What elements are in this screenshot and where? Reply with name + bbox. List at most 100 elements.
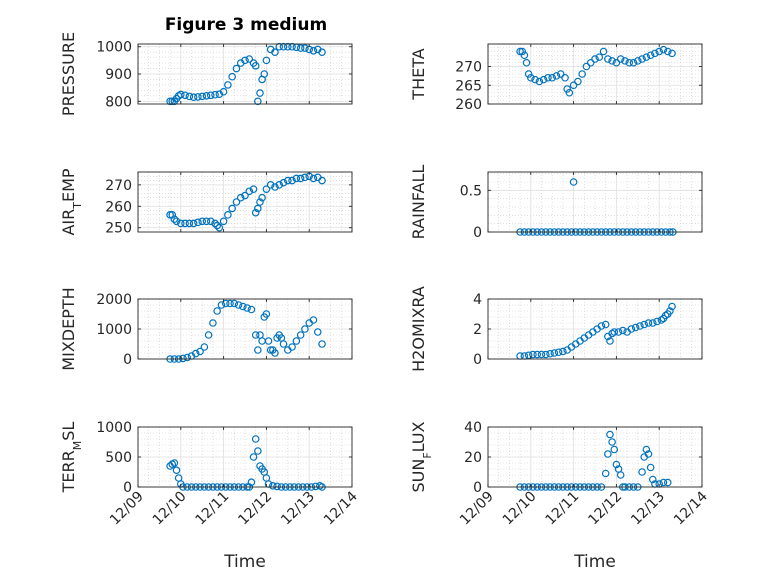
- data-point: [296, 331, 305, 339]
- y-tick-label: 0: [123, 480, 132, 496]
- y-tick-label: 250: [105, 221, 132, 237]
- data-point: [621, 57, 629, 65]
- data-point: [663, 47, 672, 56]
- data-point: [663, 478, 672, 487]
- data-point: [275, 42, 284, 51]
- data-point: [221, 299, 230, 308]
- data-point: [209, 319, 217, 327]
- y-tick-label: 20: [464, 450, 482, 466]
- data-point: [318, 48, 326, 56]
- data-point: [279, 178, 288, 187]
- y-tick-label: 0: [473, 480, 482, 496]
- data-point: [168, 211, 177, 219]
- x-tick-label: 12/11: [193, 489, 233, 529]
- data-point: [556, 70, 565, 78]
- data-point: [546, 349, 554, 358]
- data-point: [254, 97, 262, 106]
- data-point: [228, 72, 236, 81]
- data-point: [292, 174, 301, 183]
- data-point: [608, 438, 616, 446]
- subplot-mixdepth: 0 1000 2000 MIXDEPTH: [59, 287, 353, 371]
- data-point: [251, 208, 260, 217]
- data-point: [271, 48, 279, 56]
- data-point: [616, 55, 625, 63]
- data-point: [243, 304, 251, 312]
- data-point: [526, 73, 535, 82]
- data-point: [619, 326, 627, 335]
- axes-box: [487, 43, 703, 105]
- data-point: [661, 311, 670, 320]
- y-axis-label: TERRMSL: [59, 422, 84, 494]
- data-point: [166, 97, 174, 106]
- data-point: [279, 42, 288, 51]
- data-point: [524, 70, 533, 78]
- y-tick-label: 0: [473, 225, 482, 241]
- subplot-air_temp: 250 260 270 AIRTEMP: [59, 168, 353, 237]
- data-point: [610, 328, 619, 336]
- data-point: [251, 62, 260, 70]
- data-point: [554, 348, 563, 357]
- data-point: [189, 93, 198, 101]
- y-tick-label: 270: [455, 60, 482, 76]
- data-point: [616, 471, 625, 479]
- data-point: [254, 346, 262, 354]
- data-point: [614, 328, 623, 336]
- data-point: [271, 183, 279, 191]
- data-point: [612, 58, 621, 67]
- data-point: [288, 176, 296, 185]
- data-point: [170, 215, 179, 223]
- data-point: [666, 307, 674, 315]
- data-point: [610, 445, 619, 454]
- data-point: [262, 310, 271, 318]
- subplot-h2omixra: 0 2 4 H2OMIXRA: [409, 286, 703, 372]
- data-point: [219, 217, 228, 226]
- data-point: [296, 44, 305, 52]
- data-point: [254, 204, 262, 213]
- data-point: [172, 217, 181, 226]
- data-point: [215, 90, 224, 98]
- x-tick-label: 12/14: [671, 488, 711, 528]
- x-tick-label: 12/14: [321, 488, 361, 528]
- data-point: [219, 87, 228, 96]
- y-tick-label: 4: [473, 292, 482, 308]
- data-point: [601, 320, 610, 329]
- data-point: [561, 73, 569, 82]
- data-point: [204, 331, 213, 339]
- data-point: [283, 176, 292, 185]
- data-point: [606, 430, 614, 439]
- data-point: [629, 58, 638, 67]
- data-point: [604, 450, 612, 458]
- data-point: [531, 75, 539, 84]
- y-tick-label: 260: [105, 199, 132, 215]
- data-point: [292, 337, 301, 345]
- data-point: [198, 217, 207, 226]
- data-point: [627, 325, 636, 333]
- data-point: [213, 221, 221, 230]
- data-point: [535, 77, 544, 86]
- data-point: [631, 323, 640, 332]
- data-point: [234, 301, 243, 309]
- y-tick-label: 1000: [96, 420, 132, 436]
- data-point: [279, 340, 288, 348]
- y-tick-label: 1000: [96, 322, 132, 338]
- data-point: [563, 85, 571, 93]
- data-point: [194, 93, 202, 101]
- data-point: [273, 482, 281, 491]
- data-point: [211, 90, 219, 99]
- data-point: [198, 92, 207, 101]
- data-point: [597, 322, 606, 330]
- y-axis-label: AIRTEMP: [59, 168, 84, 235]
- data-point: [215, 223, 224, 232]
- data-point: [648, 319, 657, 327]
- x-tick-label: 12/12: [235, 489, 275, 529]
- data-point: [251, 435, 260, 443]
- data-point: [668, 49, 676, 58]
- data-point: [313, 328, 322, 336]
- data-point: [200, 343, 209, 351]
- data-point: [599, 47, 608, 56]
- data-point: [185, 219, 194, 228]
- data-point: [595, 53, 604, 61]
- data-point: [249, 453, 258, 461]
- axes-box: [137, 171, 353, 233]
